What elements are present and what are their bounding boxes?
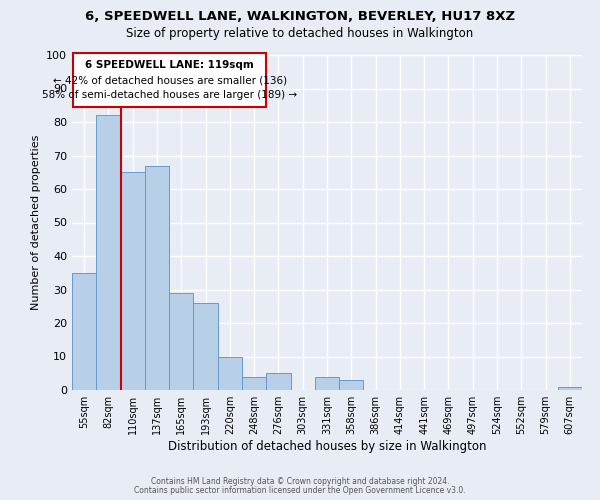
Bar (315, 376, 339, 390)
Text: Contains HM Land Registry data © Crown copyright and database right 2024.: Contains HM Land Registry data © Crown c… (151, 477, 449, 486)
FancyBboxPatch shape (73, 54, 266, 107)
Text: Contains public sector information licensed under the Open Government Licence v3: Contains public sector information licen… (134, 486, 466, 495)
Bar (145, 166, 169, 390)
Y-axis label: Number of detached properties: Number of detached properties (31, 135, 41, 310)
Text: Size of property relative to detached houses in Walkington: Size of property relative to detached ho… (127, 28, 473, 40)
X-axis label: Distribution of detached houses by size in Walkington: Distribution of detached houses by size … (168, 440, 486, 453)
Bar (266, 373, 290, 390)
Bar (169, 293, 193, 390)
Bar (96, 116, 121, 390)
Bar (558, 386, 582, 390)
Text: 6, SPEEDWELL LANE, WALKINGTON, BEVERLEY, HU17 8XZ: 6, SPEEDWELL LANE, WALKINGTON, BEVERLEY,… (85, 10, 515, 23)
Bar (242, 376, 266, 390)
Text: ← 42% of detached houses are smaller (136): ← 42% of detached houses are smaller (13… (53, 75, 287, 85)
Bar (339, 380, 364, 390)
Bar (121, 172, 145, 390)
Text: 6 SPEEDWELL LANE: 119sqm: 6 SPEEDWELL LANE: 119sqm (85, 60, 254, 70)
Text: 58% of semi-detached houses are larger (189) →: 58% of semi-detached houses are larger (… (42, 90, 298, 100)
Bar (218, 356, 242, 390)
Bar (72, 273, 96, 390)
Bar (193, 303, 218, 390)
